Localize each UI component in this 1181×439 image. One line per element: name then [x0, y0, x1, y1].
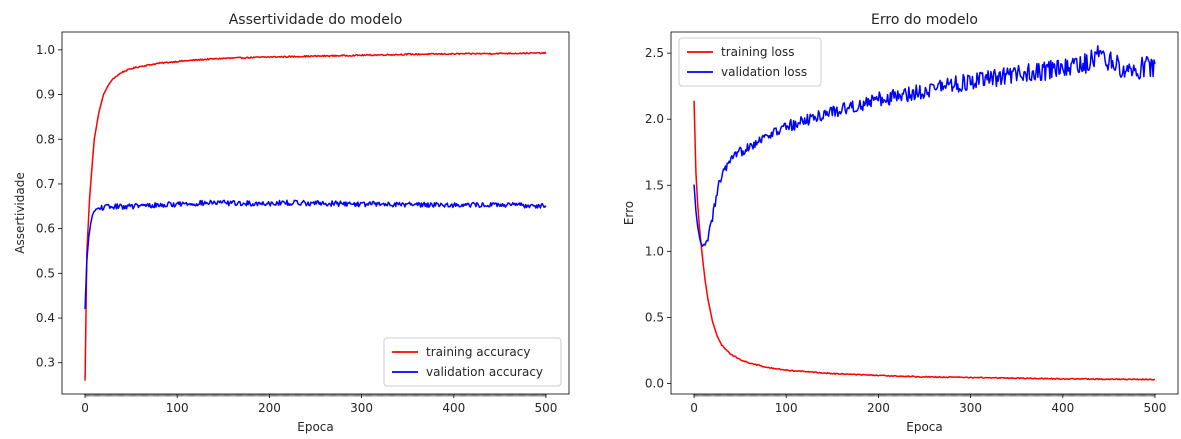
- legend: training loss validation loss: [678, 37, 822, 87]
- series-training-accuracy-line: [84, 51, 547, 381]
- y-tick-label: 0.7: [36, 177, 55, 191]
- legend-label: validation loss: [721, 65, 807, 79]
- x-tick-label: 0: [690, 401, 698, 415]
- legend-label: training loss: [721, 45, 794, 59]
- x-tick-label: 100: [775, 401, 798, 415]
- x-minor-ticks: [693, 394, 1156, 397]
- x-tick-label: 0: [81, 401, 89, 415]
- series-validation-loss-line: [693, 45, 1156, 247]
- y-tick-label: 1.0: [36, 43, 55, 57]
- chart-1: Assertividade do modelo 0 100 200 300 400 500 0…: [13, 12, 570, 434]
- legend: training accuracy validation accuracy: [383, 337, 562, 387]
- plot-frame: [670, 31, 1179, 395]
- x-tick-label: 500: [1144, 401, 1167, 415]
- y-tick-label: 0.9: [36, 88, 55, 102]
- y-tick-label: 0.5: [36, 266, 55, 280]
- x-axis-label: Epoca: [297, 420, 334, 434]
- legend-box: [678, 37, 822, 87]
- y-tick-label: 0.3: [36, 356, 55, 370]
- y-axis-label: Assertividade: [13, 172, 27, 253]
- y-tick-label: 0.5: [645, 310, 664, 324]
- x-tick-label: 200: [258, 401, 281, 415]
- y-tick-label: 0.0: [645, 376, 664, 390]
- x-tick-label: 100: [166, 401, 189, 415]
- x-minor-ticks: [84, 394, 547, 397]
- x-axis-label: Epoca: [906, 420, 943, 434]
- chart-title: Assertividade do modelo: [229, 12, 403, 28]
- x-tick-label: 300: [350, 401, 373, 415]
- y-tick-label: 0.8: [36, 132, 55, 146]
- chart-2: Erro do modelo 0 100 200 300 400 500 0.0 0.5 1.0 1…: [622, 12, 1179, 434]
- y-tick-label: 0.4: [36, 311, 55, 325]
- series-validation-accuracy-line: [84, 199, 547, 310]
- x-tick-label: 200: [867, 401, 890, 415]
- x-tick-label: 400: [1051, 401, 1074, 415]
- legend-label: training accuracy: [426, 345, 530, 359]
- x-tick-label: 400: [442, 401, 465, 415]
- y-tick-label: 1.5: [645, 178, 664, 192]
- y-tick-label: 2.0: [645, 112, 664, 126]
- series-training-loss-line: [693, 100, 1156, 381]
- y-axis-label: Erro: [622, 201, 636, 225]
- y-tick-label: 2.5: [645, 46, 664, 60]
- legend-box: [383, 337, 562, 387]
- chart-title: Erro do modelo: [871, 12, 978, 28]
- plot-frame: [61, 31, 570, 395]
- y-tick-label: 1.0: [645, 244, 664, 258]
- legend-label: validation accuracy: [426, 365, 543, 379]
- x-tick-label: 500: [535, 401, 558, 415]
- x-tick-label: 300: [959, 401, 982, 415]
- y-tick-label: 0.6: [36, 222, 55, 236]
